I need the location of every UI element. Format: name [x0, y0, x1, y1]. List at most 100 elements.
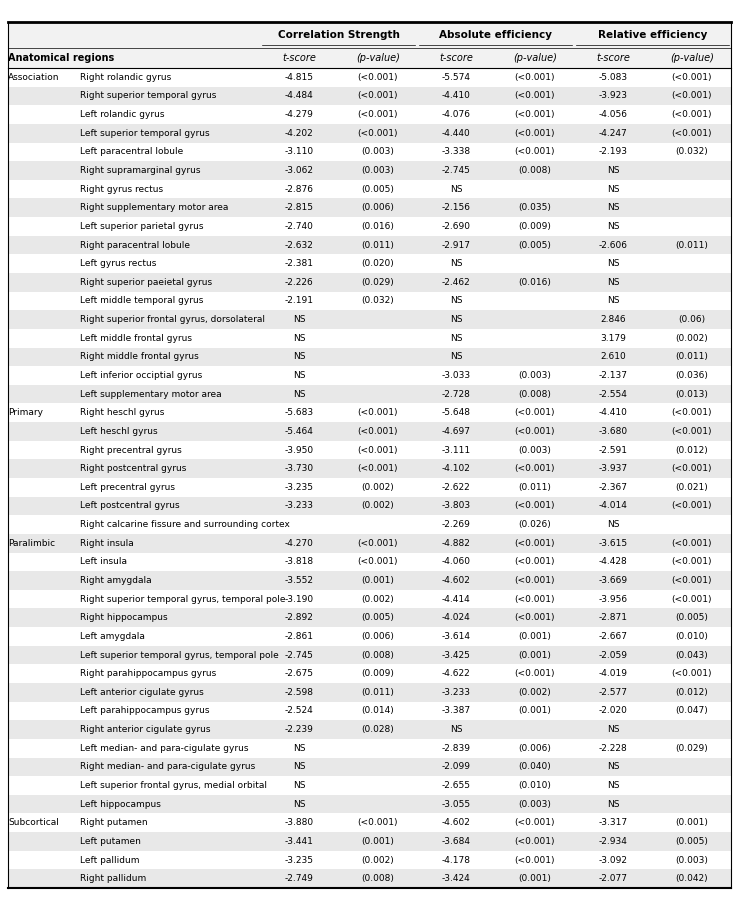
Text: 2.610: 2.610	[600, 353, 626, 362]
Text: -5.083: -5.083	[599, 73, 628, 82]
Text: -3.235: -3.235	[285, 856, 314, 865]
Text: (<0.001): (<0.001)	[514, 148, 555, 157]
Text: NS: NS	[450, 296, 463, 305]
Text: (<0.001): (<0.001)	[358, 818, 398, 827]
Text: -4.410: -4.410	[599, 409, 627, 418]
Text: (<0.001): (<0.001)	[358, 92, 398, 101]
Text: -4.270: -4.270	[285, 539, 313, 548]
Text: (0.005): (0.005)	[361, 613, 394, 622]
Text: Right superior paeietal gyrus: Right superior paeietal gyrus	[80, 278, 212, 287]
Text: -4.414: -4.414	[442, 595, 471, 604]
Text: (0.003): (0.003)	[675, 856, 708, 865]
Text: (<0.001): (<0.001)	[514, 501, 555, 510]
Text: (<0.001): (<0.001)	[514, 595, 555, 604]
Text: -3.818: -3.818	[285, 557, 314, 566]
Text: -2.917: -2.917	[442, 240, 471, 249]
Text: NS: NS	[293, 315, 305, 324]
Text: (p-value): (p-value)	[670, 53, 714, 63]
Text: (0.010): (0.010)	[675, 632, 708, 641]
Text: (<0.001): (<0.001)	[672, 539, 712, 548]
Text: (0.029): (0.029)	[361, 278, 394, 287]
Text: (0.008): (0.008)	[518, 166, 551, 175]
Text: (<0.001): (<0.001)	[672, 501, 712, 510]
Text: -3.387: -3.387	[442, 706, 471, 716]
Text: -4.428: -4.428	[599, 557, 627, 566]
Text: (<0.001): (<0.001)	[672, 92, 712, 101]
Text: Right superior frontal gyrus, dorsolateral: Right superior frontal gyrus, dorsolater…	[80, 315, 265, 324]
Text: NS: NS	[450, 259, 463, 268]
Text: (p-value): (p-value)	[513, 53, 556, 63]
Text: t-score: t-score	[282, 53, 316, 63]
Text: -4.076: -4.076	[442, 110, 471, 119]
Bar	[8, 236, 731, 255]
Text: (0.002): (0.002)	[361, 482, 394, 491]
Text: Right rolandic gyrus: Right rolandic gyrus	[80, 73, 171, 82]
Text: -4.024: -4.024	[442, 613, 471, 622]
Text: NS: NS	[293, 390, 305, 399]
Text: (<0.001): (<0.001)	[672, 557, 712, 566]
Text: (<0.001): (<0.001)	[514, 427, 555, 436]
Text: NS: NS	[607, 278, 619, 287]
Text: -3.956: -3.956	[599, 595, 628, 604]
Text: -4.440: -4.440	[442, 129, 471, 138]
Text: -2.381: -2.381	[285, 259, 314, 268]
Bar	[8, 199, 731, 217]
Text: Left anterior cigulate gyrus: Left anterior cigulate gyrus	[80, 688, 204, 697]
Text: Primary: Primary	[8, 409, 43, 418]
Text: (<0.001): (<0.001)	[672, 110, 712, 119]
Text: Right paracentral lobule: Right paracentral lobule	[80, 240, 190, 249]
Text: Left middle frontal gyrus: Left middle frontal gyrus	[80, 334, 192, 343]
Bar	[8, 124, 731, 142]
Bar	[8, 608, 731, 627]
Text: (0.012): (0.012)	[675, 688, 708, 697]
Text: Right heschl gyrus: Right heschl gyrus	[80, 409, 164, 418]
Text: Left pallidum: Left pallidum	[80, 856, 140, 865]
Text: (0.001): (0.001)	[518, 632, 551, 641]
Text: (<0.001): (<0.001)	[358, 557, 398, 566]
Bar	[8, 273, 731, 292]
Text: NS: NS	[450, 315, 463, 324]
Text: (0.026): (0.026)	[518, 520, 551, 529]
Text: -4.602: -4.602	[442, 576, 471, 585]
Text: NS: NS	[293, 762, 305, 771]
Text: -3.552: -3.552	[285, 576, 314, 585]
Text: (0.003): (0.003)	[361, 148, 394, 157]
Text: (0.001): (0.001)	[675, 818, 708, 827]
Text: -4.484: -4.484	[285, 92, 313, 101]
Text: (<0.001): (<0.001)	[514, 837, 555, 846]
Text: -3.233: -3.233	[285, 501, 314, 510]
Text: (<0.001): (<0.001)	[514, 576, 555, 585]
Text: 3.179: 3.179	[600, 334, 626, 343]
Text: -5.683: -5.683	[285, 409, 314, 418]
Text: -2.606: -2.606	[599, 240, 627, 249]
Text: Right hippocampus: Right hippocampus	[80, 613, 168, 622]
Text: (<0.001): (<0.001)	[514, 129, 555, 138]
Text: -3.950: -3.950	[285, 446, 314, 454]
Text: (<0.001): (<0.001)	[672, 595, 712, 604]
Text: (0.001): (0.001)	[361, 576, 394, 585]
Text: -3.730: -3.730	[285, 464, 314, 473]
Text: (0.013): (0.013)	[675, 390, 708, 399]
Text: -2.577: -2.577	[599, 688, 627, 697]
Text: -3.424: -3.424	[442, 874, 471, 883]
Text: (<0.001): (<0.001)	[358, 73, 398, 82]
Text: -2.740: -2.740	[285, 222, 313, 231]
Text: (0.005): (0.005)	[675, 613, 708, 622]
Text: (<0.001): (<0.001)	[514, 92, 555, 101]
Text: (<0.001): (<0.001)	[514, 464, 555, 473]
Bar	[8, 459, 731, 478]
Text: (<0.001): (<0.001)	[514, 670, 555, 679]
Text: -3.092: -3.092	[599, 856, 627, 865]
Text: NS: NS	[607, 166, 619, 175]
Text: (<0.001): (<0.001)	[514, 73, 555, 82]
Text: -2.137: -2.137	[599, 371, 627, 380]
Text: -2.839: -2.839	[442, 743, 471, 752]
Text: NS: NS	[450, 725, 463, 734]
Text: -2.191: -2.191	[285, 296, 314, 305]
Text: Right gyrus rectus: Right gyrus rectus	[80, 184, 163, 194]
Text: Left putamen: Left putamen	[80, 837, 141, 846]
Text: (0.036): (0.036)	[675, 371, 708, 380]
Text: Association: Association	[8, 73, 60, 82]
Text: -2.749: -2.749	[285, 874, 313, 883]
Bar	[8, 832, 731, 850]
